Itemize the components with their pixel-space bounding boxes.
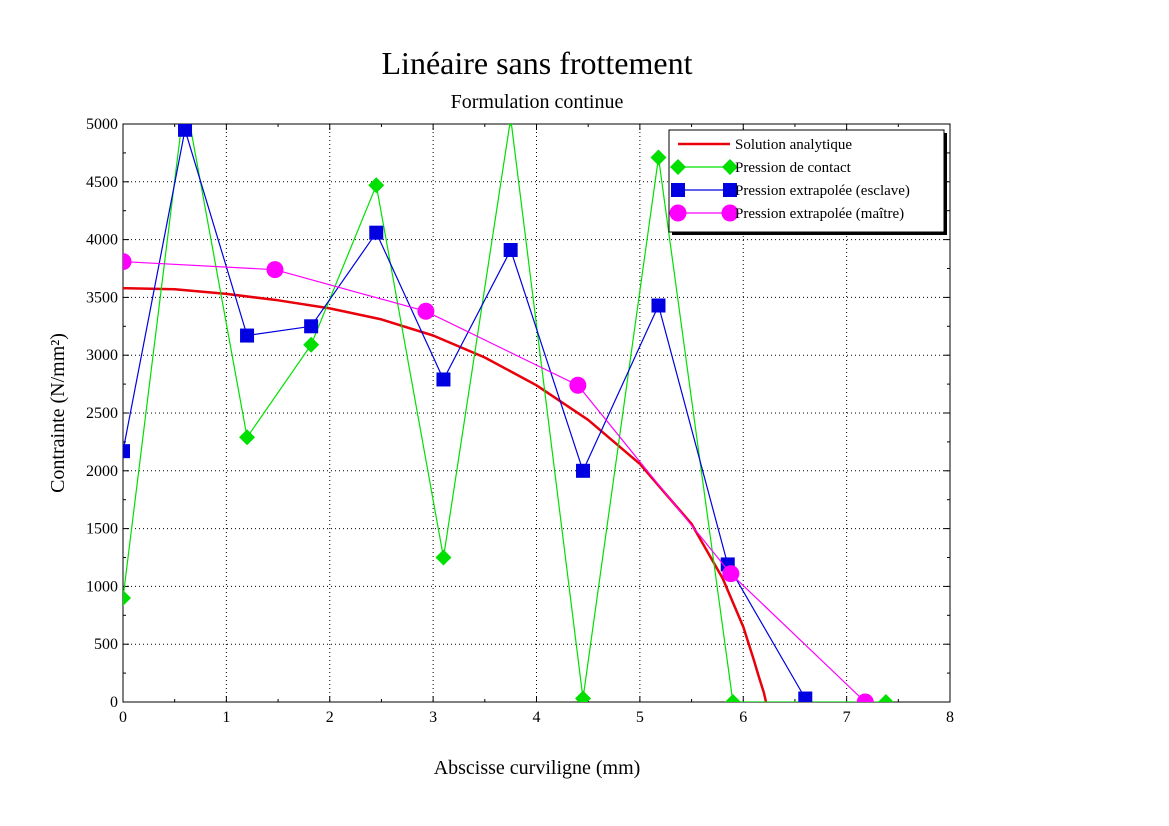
data-point-contact — [177, 89, 193, 105]
data-point-contact — [123, 589, 131, 606]
data-point-esclave — [369, 225, 384, 240]
x-tick-label: 2 — [326, 709, 334, 726]
series-contact — [123, 89, 894, 702]
data-point-esclave — [798, 691, 813, 702]
series-markers-esclave — [123, 124, 813, 702]
y-tick-label: 2000 — [86, 463, 118, 480]
chart-title: Linéaire sans frottement — [382, 45, 693, 81]
series-line-maitre — [123, 261, 866, 702]
legend-entry: Pression extrapolée (maître) — [735, 206, 904, 222]
y-tick-label: 4500 — [86, 174, 118, 191]
data-point-maitre — [266, 261, 284, 279]
legend-entry: Pression extrapolée (esclave) — [735, 183, 910, 199]
data-point-maitre — [417, 302, 435, 320]
legend-entry: Solution analytique — [735, 137, 852, 153]
y-tick-label: 4000 — [86, 232, 118, 249]
series-markers-maitre — [123, 253, 874, 702]
data-point-esclave — [178, 124, 193, 137]
data-point-contact — [508, 124, 513, 127]
legend-entry: Pression de contact — [735, 160, 852, 176]
data-point-contact — [650, 149, 667, 166]
legend-box — [668, 129, 945, 233]
data-point-contact — [877, 694, 894, 702]
data-point-maitre — [569, 376, 587, 394]
y-tick-label: 5000 — [86, 116, 118, 133]
data-point-esclave — [123, 444, 130, 459]
data-point-esclave — [240, 328, 255, 343]
data-point-contact — [724, 694, 741, 702]
data-point-contact — [575, 690, 592, 702]
data-point-esclave — [576, 463, 591, 478]
x-tick-label: 3 — [429, 709, 437, 726]
data-point-maitre — [722, 565, 740, 583]
x-axis-label: Abscisse curviligne (mm) — [434, 757, 641, 779]
data-point-esclave — [503, 243, 518, 258]
series — [123, 89, 894, 702]
x-tick-label: 5 — [636, 709, 644, 726]
y-tick-label: 1000 — [86, 578, 118, 595]
x-tick-label: 6 — [739, 709, 747, 726]
data-point-contact — [368, 177, 385, 194]
legend-marker — [670, 159, 686, 175]
data-point-contact — [239, 429, 256, 446]
x-tick-label: 7 — [843, 709, 851, 726]
data-point-maitre — [856, 693, 874, 702]
y-tick-label: 0 — [110, 694, 118, 711]
x-tick-label: 1 — [222, 709, 230, 726]
series-line-analytique — [123, 286, 768, 702]
x-tick-label: 8 — [946, 709, 954, 726]
legend-marker — [721, 204, 739, 222]
legend-marker — [722, 159, 738, 175]
y-tick-label: 3000 — [86, 347, 118, 364]
y-tick-label: 3500 — [86, 289, 118, 306]
data-point-esclave — [436, 372, 451, 387]
data-point-esclave — [304, 319, 319, 334]
legend-marker — [671, 183, 685, 197]
chart-subtitle: Formulation continue — [451, 91, 624, 113]
y-tick-label: 1500 — [86, 521, 118, 538]
series-maitre — [123, 253, 874, 702]
data-point-contact — [303, 336, 320, 353]
y-tick-label: 500 — [94, 636, 118, 653]
data-point-maitre — [123, 253, 132, 271]
legend-marker — [723, 183, 737, 197]
x-tick-label: 0 — [119, 709, 127, 726]
legend-marker — [669, 204, 687, 222]
axis-ticks: 0 1 2 3 4 5 6 7 8 0 500 1000 1500 2000 2500 3000 3500 400… — [86, 116, 954, 726]
y-axis-label: Contrainte (N/mm²) — [47, 333, 69, 493]
x-tick-label: 4 — [533, 709, 541, 726]
legend: Solution analytique Pression de contact Pr… — [668, 129, 947, 235]
data-point-contact — [435, 549, 452, 566]
data-point-esclave — [651, 298, 666, 313]
series-markers-contact — [123, 89, 894, 702]
series-analytique — [123, 286, 768, 702]
y-tick-label: 2500 — [86, 405, 118, 422]
